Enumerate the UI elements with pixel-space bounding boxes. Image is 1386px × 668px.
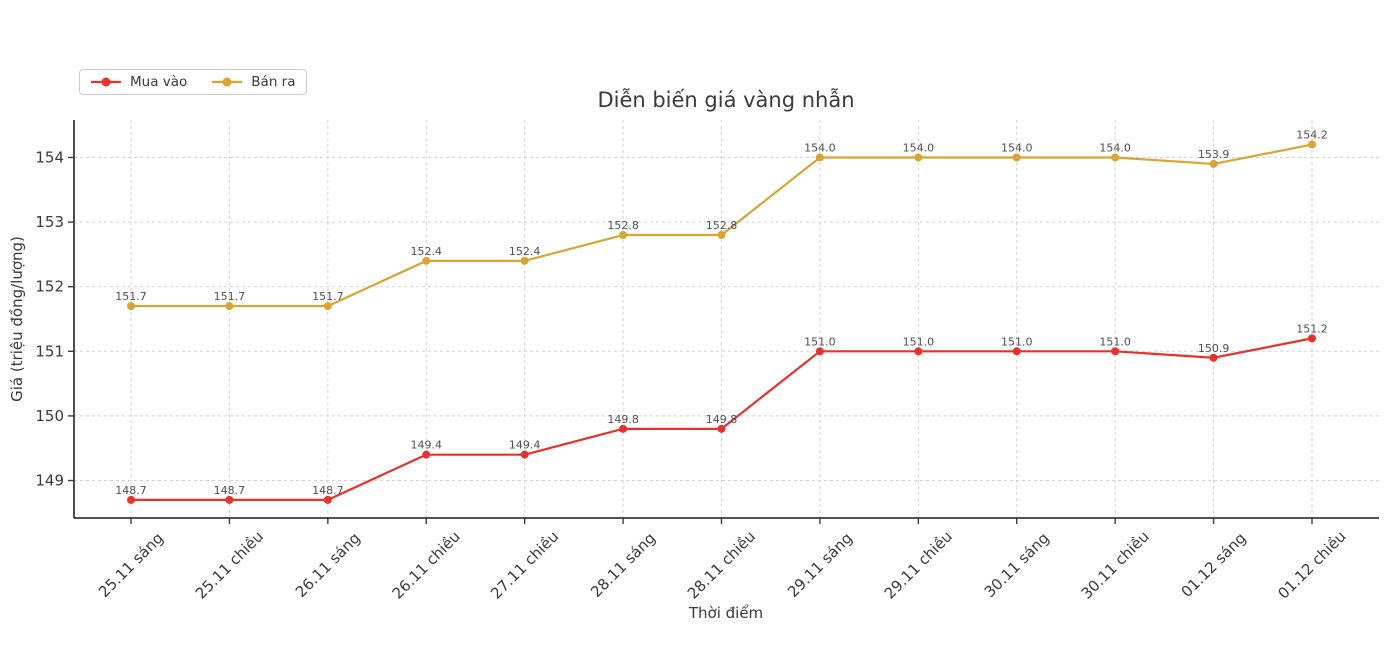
series-1-value-label: 152.8 bbox=[706, 219, 738, 232]
series-1-value-label: 152.8 bbox=[607, 219, 639, 232]
series-0-marker bbox=[914, 347, 923, 356]
series-0-marker bbox=[225, 495, 234, 504]
series-0-value-label: 148.7 bbox=[312, 484, 344, 497]
series-0-marker bbox=[1012, 347, 1021, 356]
series-0-marker bbox=[520, 450, 529, 459]
series-0-value-label: 151.2 bbox=[1296, 322, 1328, 335]
series-1-value-label: 154.2 bbox=[1296, 129, 1328, 142]
series-0-value-label: 151.0 bbox=[1001, 335, 1033, 348]
series-0-value-label: 150.9 bbox=[1198, 342, 1230, 355]
x-tick-label: 29.11 sáng bbox=[784, 529, 856, 601]
series-1-marker bbox=[422, 256, 431, 265]
x-axis-title: Thời điểm bbox=[688, 604, 764, 622]
chart-legend: Mua vào Bán ra bbox=[79, 69, 307, 95]
y-tick-label: 154 bbox=[35, 148, 64, 166]
x-tick-label: 25.11 chiều bbox=[192, 527, 267, 602]
x-tick-label: 26.11 chiều bbox=[389, 527, 464, 602]
series-0-value-label: 151.0 bbox=[804, 335, 836, 348]
series-1-value-label: 153.9 bbox=[1198, 148, 1230, 161]
series-0-marker bbox=[1308, 334, 1316, 343]
series-1-marker bbox=[225, 302, 234, 311]
chart-title: Diễn biến giá vàng nhẫn bbox=[597, 88, 855, 112]
legend-line-marker-icon bbox=[212, 77, 243, 87]
series-1-marker bbox=[127, 302, 135, 311]
x-tick-label: 28.11 sáng bbox=[587, 529, 659, 601]
series-1-marker bbox=[323, 302, 332, 311]
series-1-marker bbox=[1308, 140, 1316, 149]
series-1-value-label: 154.0 bbox=[1001, 141, 1033, 154]
x-tick-label: 27.11 chiều bbox=[487, 527, 562, 602]
series-1-value-label: 152.4 bbox=[509, 245, 541, 258]
series-1-marker bbox=[815, 153, 824, 162]
series-0-value-label: 148.7 bbox=[115, 484, 147, 497]
series-1-marker bbox=[1012, 153, 1021, 162]
series-1-value-label: 154.0 bbox=[903, 141, 935, 154]
series-0-marker bbox=[815, 347, 824, 356]
series-0-marker bbox=[1111, 347, 1120, 356]
y-tick-label: 153 bbox=[35, 213, 64, 231]
legend-item-ban-ra: Bán ra bbox=[211, 74, 296, 90]
y-tick-label: 152 bbox=[35, 278, 64, 296]
y-tick-label: 151 bbox=[35, 342, 64, 360]
legend-label-mua-vao: Mua vào bbox=[130, 74, 188, 90]
series-1-value-label: 154.0 bbox=[804, 141, 836, 154]
x-tick-label: 29.11 chiều bbox=[881, 527, 956, 602]
series-0-marker bbox=[422, 450, 431, 459]
x-tick-label: 30.11 chiều bbox=[1078, 527, 1153, 602]
x-tick-label: 26.11 sáng bbox=[292, 529, 364, 601]
series-1-value-label: 151.7 bbox=[312, 290, 344, 303]
x-tick-label: 25.11 sáng bbox=[95, 529, 167, 601]
series-0-marker bbox=[323, 495, 332, 504]
x-tick-label: 01.12 chiều bbox=[1274, 527, 1349, 602]
y-tick-label: 149 bbox=[35, 472, 64, 490]
series-1-marker bbox=[520, 256, 529, 265]
series-1-value-label: 152.4 bbox=[411, 245, 443, 258]
legend-item-mua-vao: Mua vào bbox=[90, 74, 187, 90]
y-tick-label: 150 bbox=[35, 407, 64, 425]
series-0-value-label: 149.8 bbox=[607, 413, 639, 426]
series-0-value-label: 149.4 bbox=[509, 439, 541, 452]
series-1-marker bbox=[717, 231, 726, 240]
series-0-marker bbox=[1209, 353, 1218, 362]
series-0-value-label: 148.7 bbox=[214, 484, 246, 497]
legend-line-marker-icon bbox=[91, 77, 121, 87]
series-0-value-label: 149.4 bbox=[411, 439, 443, 452]
x-tick-label: 28.11 chiều bbox=[684, 527, 759, 602]
y-axis-title: Giá (triệu đồng/lượng) bbox=[8, 236, 26, 402]
series-1-marker bbox=[914, 153, 923, 162]
series-0-value-label: 149.8 bbox=[706, 413, 738, 426]
series-1-value-label: 154.0 bbox=[1099, 141, 1131, 154]
series-1-value-label: 151.7 bbox=[214, 290, 246, 303]
series-0-value-label: 151.0 bbox=[1099, 335, 1131, 348]
x-tick-label: 30.11 sáng bbox=[981, 529, 1053, 601]
series-0-marker bbox=[619, 424, 628, 433]
series-0-marker bbox=[127, 495, 135, 504]
x-tick-label: 01.12 sáng bbox=[1178, 529, 1250, 601]
series-1-marker bbox=[1209, 159, 1218, 168]
legend-label-ban-ra: Bán ra bbox=[251, 74, 296, 90]
series-1-value-label: 151.7 bbox=[115, 290, 147, 303]
series-0-value-label: 151.0 bbox=[903, 335, 935, 348]
series-0-marker bbox=[717, 424, 726, 433]
series-1-marker bbox=[619, 231, 628, 240]
series-1-marker bbox=[1111, 153, 1120, 162]
